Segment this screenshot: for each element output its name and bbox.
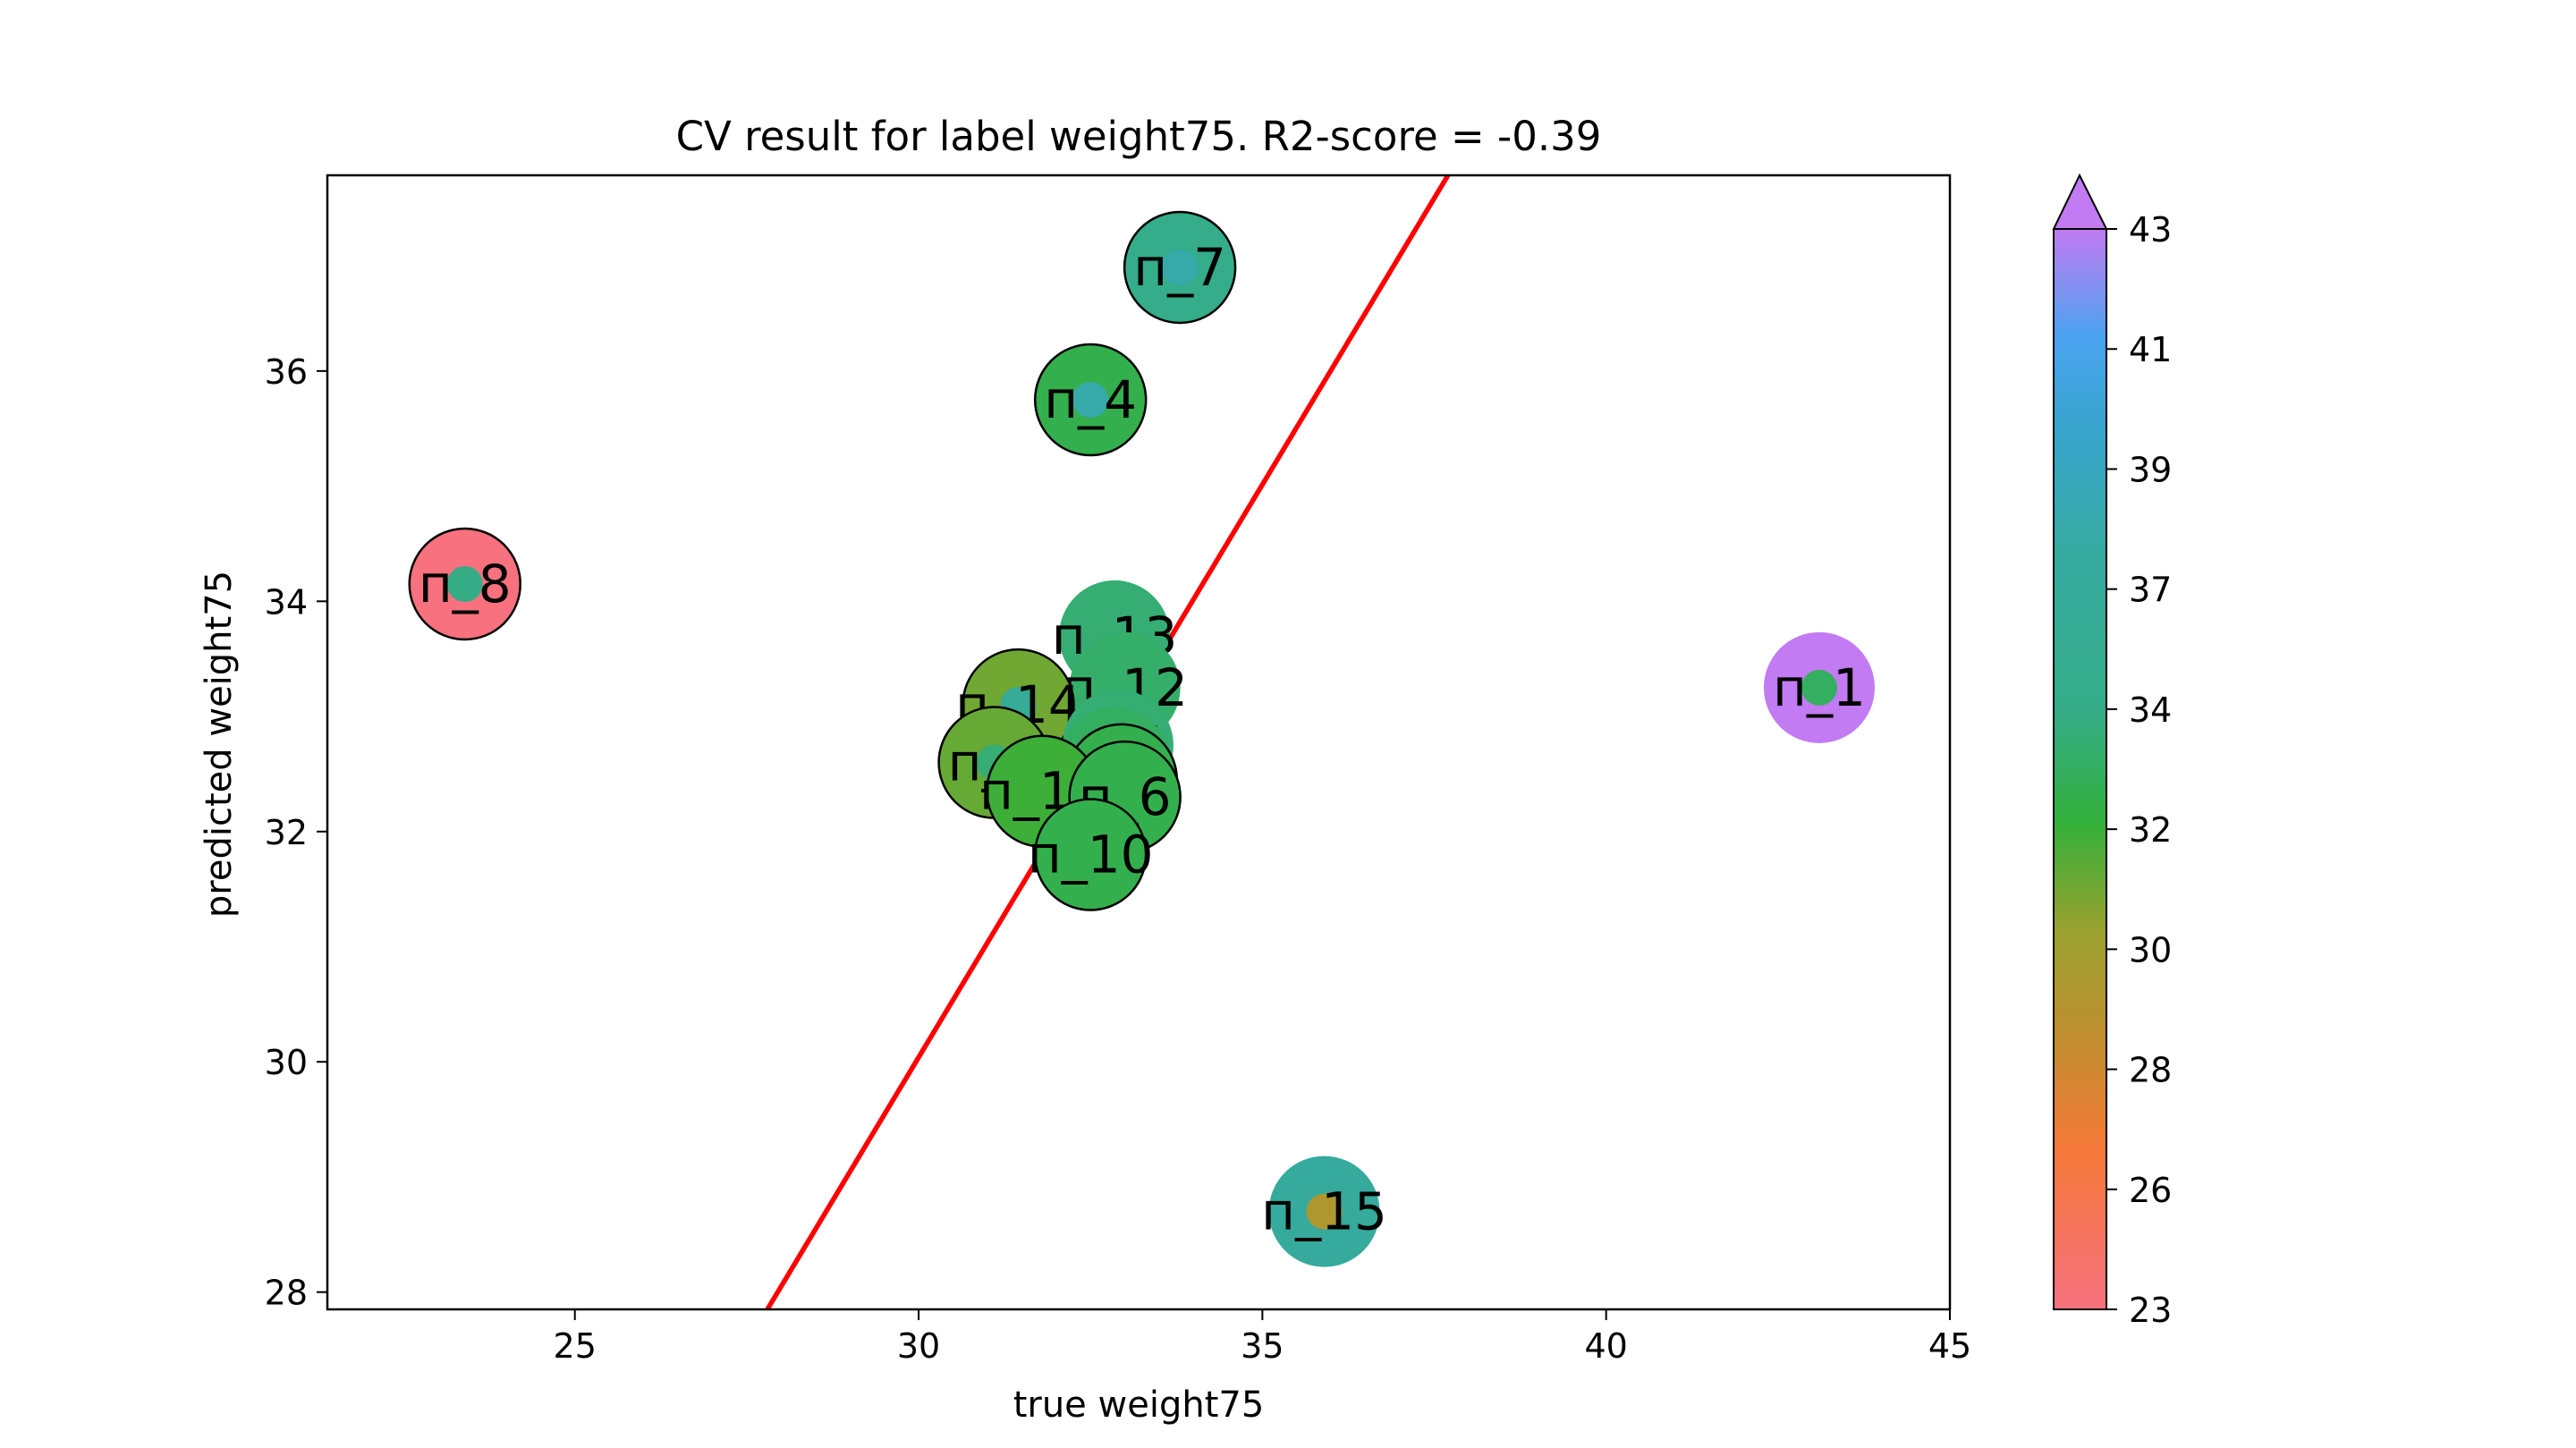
point-label: п_7 [1133,237,1226,298]
point-inner-marker [1162,249,1199,285]
y-tick-label: 36 [265,352,308,392]
colorbar: 23 26 28 30 32 34 37 39 41 43 [2052,173,2172,1330]
x-tick-label: 45 [1928,1326,1971,1366]
point-inner-marker [1024,773,1061,809]
plot-area: п_8п_7п_4п_13п_12п_14п_5п_2п_3п_9п_11п_6… [326,174,1952,1311]
colorbar-tick-label: 39 [2129,450,2172,489]
point-inner-marker [1801,669,1837,706]
point-inner-marker [1072,382,1109,419]
colorbar-gradient [2053,228,2107,1310]
data-point: п_10 [1028,798,1154,911]
colorbar-tick-label: 26 [2129,1171,2172,1210]
x-tick-label: 35 [1241,1326,1284,1366]
y-tick-label: 34 [265,582,308,622]
point-inner-marker [1072,836,1109,873]
data-point: п_4 [1033,343,1148,457]
colorbar-tick-label: 37 [2129,571,2172,610]
x-axis: 25 30 35 40 45 [554,1309,1971,1366]
point-label: п_4 [1044,369,1137,430]
colorbar-tick-label: 41 [2129,330,2172,369]
point-inner-marker [1306,1193,1343,1230]
colorbar-tick-label: 43 [2129,210,2172,250]
colorbar-tick-label: 30 [2129,930,2172,970]
data-point: п_7 [1123,210,1237,325]
y-axis-label: predicted weight75 [199,571,240,918]
point-inner-marker [446,565,483,602]
x-tick-label: 40 [1584,1326,1627,1366]
point-label: п_15 [1261,1181,1387,1242]
point-label: п_1 [1773,657,1866,718]
y-tick-label: 32 [265,813,308,852]
colorbar-tick-label: 34 [2129,690,2172,730]
x-tick-label: 25 [554,1326,597,1366]
data-point: п_1 [1763,631,1875,743]
colorbar-extend-arrow [2052,173,2108,230]
plot-frame [326,174,1952,1311]
y-tick-label: 28 [265,1274,308,1313]
point-label: п_8 [419,554,512,614]
point-label: п_10 [1028,825,1154,885]
y-axis: 28 30 32 34 36 [265,352,327,1313]
colorbar-tick-label: 28 [2129,1051,2172,1090]
x-tick-label: 30 [897,1326,940,1366]
data-point: п_15 [1261,1156,1387,1267]
colorbar-tick-label: 32 [2129,810,2172,850]
chart-title: CV result for label weight75. R2-score =… [676,113,1602,160]
y-tick-label: 30 [265,1043,308,1082]
colorbar-tick-label: 23 [2129,1291,2172,1330]
data-point: п_8 [408,527,521,641]
x-axis-label: true weight75 [1013,1384,1265,1426]
